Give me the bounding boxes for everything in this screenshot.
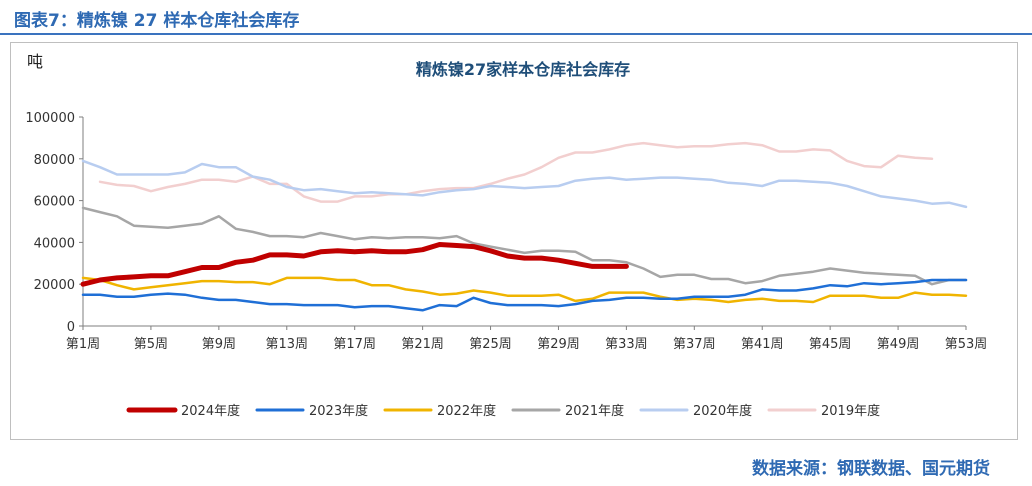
legend-label: 2024年度 <box>181 403 240 419</box>
series-line-2022年度 <box>81 276 968 304</box>
y-tick-label: 20000 <box>34 278 75 293</box>
line-chart: 精炼镍27家样本仓库社会库存 吨 0 20000 40000 60000 80000 10… <box>25 52 987 419</box>
x-tick-label: 第37周 <box>673 337 716 352</box>
x-tick-label: 第21周 <box>401 337 444 352</box>
x-tick-label: 第33周 <box>605 337 648 352</box>
y-tick-label: 100000 <box>25 111 75 126</box>
x-tick-label: 第29周 <box>537 337 580 352</box>
axes-layer: 0 20000 40000 60000 80000 100000 第1周 第5周 第9周 第13周… <box>25 111 987 352</box>
figure-title: 图表7：精炼镍 27 样本仓库社会库存 <box>14 11 300 31</box>
x-tick-label: 第45周 <box>809 337 852 352</box>
x-tick-label: 第13周 <box>265 337 308 352</box>
chart-legend: 2024年度 2023年度 2022年度 2021年度 2020年度 2019年度 <box>126 403 880 419</box>
chart-frame: 精炼镍27家样本仓库社会库存 吨 0 20000 40000 60000 80000 10… <box>10 42 1018 440</box>
y-tick-label: 80000 <box>34 153 75 168</box>
source-note: 数据来源：钢联数据、国元期货 <box>752 459 990 479</box>
x-tick-label: 第25周 <box>469 337 512 352</box>
legend-label: 2019年度 <box>821 403 880 419</box>
y-tick-label: 0 <box>67 320 75 335</box>
series-line-2020年度 <box>81 159 968 209</box>
legend-label: 2020年度 <box>693 403 752 419</box>
title-rule <box>0 33 1032 35</box>
series-layer <box>80 141 968 312</box>
chart-title: 精炼镍27家样本仓库社会库存 <box>416 60 630 79</box>
x-tick-label: 第41周 <box>741 337 784 352</box>
x-tick-label: 第53周 <box>945 337 988 352</box>
series-line-2023年度 <box>81 278 968 312</box>
series-line-2024年度 <box>80 242 629 287</box>
x-tick-label: 第49周 <box>877 337 920 352</box>
y-tick-label: 60000 <box>34 195 75 210</box>
x-tick-label: 第1周 <box>66 337 100 352</box>
x-tick-label: 第5周 <box>134 337 168 352</box>
legend-label: 2021年度 <box>565 403 624 419</box>
y-tick-label: 40000 <box>34 236 75 251</box>
y-axis-unit-label: 吨 <box>27 52 43 71</box>
x-tick-label: 第17周 <box>333 337 376 352</box>
series-line-2021年度 <box>81 206 968 286</box>
x-tick-label: 第9周 <box>202 337 236 352</box>
legend-label: 2022年度 <box>437 403 496 419</box>
legend-label: 2023年度 <box>309 403 368 419</box>
series-line-2019年度 <box>98 141 934 203</box>
